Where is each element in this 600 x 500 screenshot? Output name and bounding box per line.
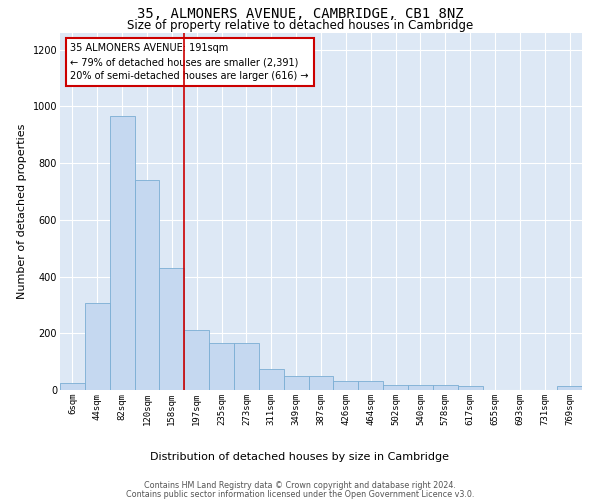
- Bar: [284, 376, 308, 390]
- Text: 35, ALMONERS AVENUE, CAMBRIDGE, CB1 8NZ: 35, ALMONERS AVENUE, CAMBRIDGE, CB1 8NZ: [137, 8, 463, 22]
- Bar: [308, 376, 334, 390]
- Text: Size of property relative to detached houses in Cambridge: Size of property relative to detached ho…: [127, 19, 473, 32]
- Bar: [557, 386, 582, 390]
- Bar: [458, 386, 482, 390]
- Bar: [85, 304, 110, 390]
- Bar: [110, 116, 134, 390]
- Text: Contains public sector information licensed under the Open Government Licence v3: Contains public sector information licen…: [126, 490, 474, 499]
- Bar: [134, 180, 160, 390]
- Bar: [184, 330, 209, 390]
- Bar: [209, 343, 234, 390]
- Text: 35 ALMONERS AVENUE: 191sqm
← 79% of detached houses are smaller (2,391)
20% of s: 35 ALMONERS AVENUE: 191sqm ← 79% of deta…: [70, 43, 309, 81]
- Bar: [60, 383, 85, 390]
- Bar: [234, 343, 259, 390]
- Bar: [383, 385, 408, 390]
- Text: Distribution of detached houses by size in Cambridge: Distribution of detached houses by size …: [151, 452, 449, 462]
- Bar: [358, 382, 383, 390]
- Bar: [259, 368, 284, 390]
- Bar: [433, 385, 458, 390]
- Y-axis label: Number of detached properties: Number of detached properties: [17, 124, 27, 299]
- Bar: [160, 268, 184, 390]
- Bar: [408, 385, 433, 390]
- Bar: [334, 382, 358, 390]
- Text: Contains HM Land Registry data © Crown copyright and database right 2024.: Contains HM Land Registry data © Crown c…: [144, 481, 456, 490]
